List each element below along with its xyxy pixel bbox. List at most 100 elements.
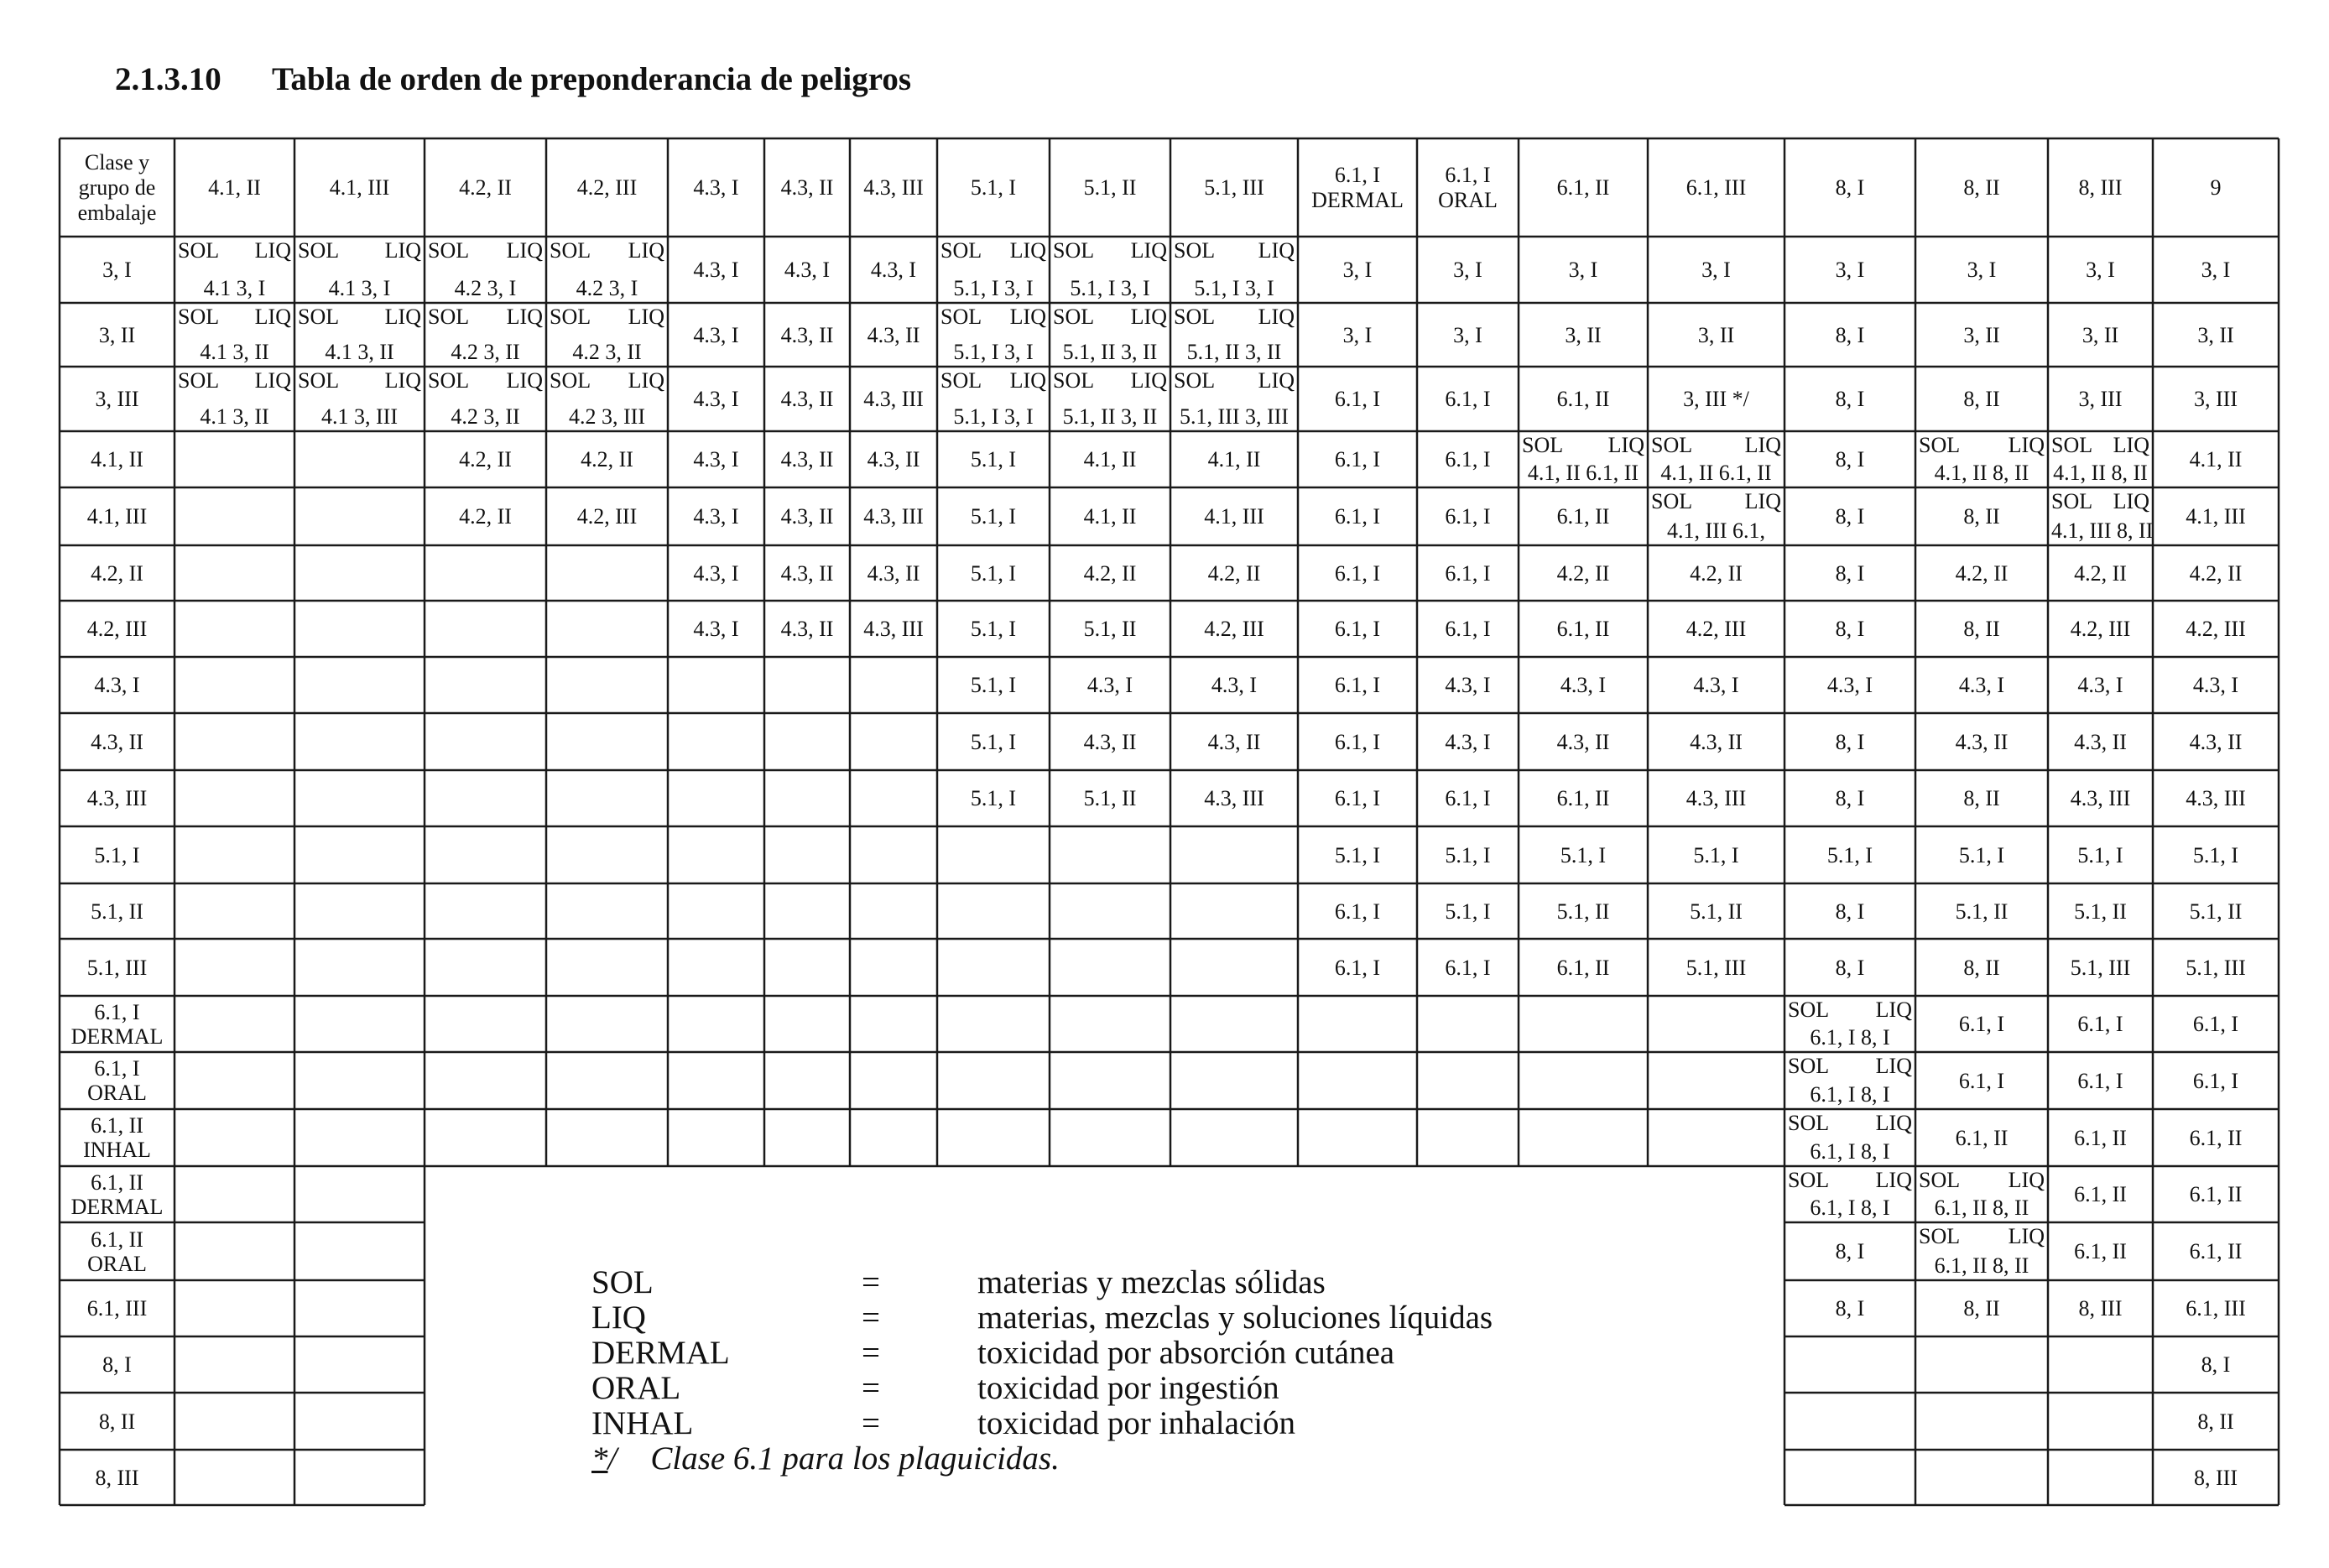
cell-text-line: 3, II <box>1565 322 1602 347</box>
table-cell <box>1648 1109 1785 1166</box>
sol-label: SOL <box>298 238 340 263</box>
row-header: 6.1, III <box>60 1280 175 1336</box>
table-cell: 4.3, I <box>1050 657 1170 713</box>
table-cell: 4.3, I <box>668 367 764 431</box>
cell-text-line: 4.3, I <box>693 175 739 200</box>
split-entry: SOL LIQ 5.1, I 3, I <box>1050 239 1170 300</box>
cell-text-line: Clase y <box>84 149 150 175</box>
liq-label: LIQ <box>628 305 664 329</box>
cell-text-line: 4.2, III <box>2070 617 2131 641</box>
table-cell: 4.2, III <box>2048 601 2153 657</box>
liq-label: LIQ <box>1009 238 1046 263</box>
cell-text-line: 5.1, I <box>1958 842 2005 867</box>
cell-text-line: 4.3, III <box>1204 786 1264 810</box>
cell-text-line: 6.1, I <box>1445 560 1491 586</box>
split-values: 4.1, III 6.1, <box>1667 518 1765 543</box>
liq-label: LIQ <box>2008 1224 2045 1248</box>
cell-text-line: 8, I <box>1835 1296 1865 1321</box>
table-cell <box>1050 1109 1170 1166</box>
sol-label: SOL <box>1788 998 1830 1022</box>
table-cell: 4.2, II <box>2048 545 2153 601</box>
cell-text-line: 4.3, III <box>863 504 924 529</box>
split-values: 6.1, II 8, II <box>1934 1253 2029 1278</box>
cell-text-line: 4.3, I <box>693 617 739 641</box>
table-cell: SOL LIQ 4.1, II 8, II <box>1915 431 2048 487</box>
table-cell <box>425 1109 546 1166</box>
table-cell: 6.1, II <box>2048 1222 2153 1280</box>
table-cell: 4.3, I <box>1785 657 1915 713</box>
split-entry: SOL LIQ 5.1, II 3, II <box>1050 305 1170 364</box>
cell-text-line: 5.1, I <box>1560 842 1607 867</box>
row-header: 4.2, III <box>60 601 175 657</box>
sol-label: SOL <box>550 238 591 263</box>
legend-desc: toxicidad por absorción cutánea <box>977 1335 1395 1371</box>
legend-desc: materias y mezclas sólidas <box>977 1264 1326 1300</box>
cell-text-line: 4.2, II <box>1690 560 1743 586</box>
table-cell: 4.3, III <box>2153 770 2279 826</box>
table-cell <box>425 601 546 657</box>
table-cell: 8, II <box>1915 1280 2048 1336</box>
cell-text-line: 4.2, III <box>1204 617 1264 641</box>
cell-text-line: 3, I <box>1967 258 1997 282</box>
footnote-text: Clase 6.1 para los plaguicidas. <box>650 1440 1060 1477</box>
table-cell: 3, III <box>2048 367 2153 431</box>
cell-text-line: 4.3, II <box>867 322 920 347</box>
table-cell: 4.1, II <box>2153 431 2279 487</box>
legend-desc: toxicidad por inhalación <box>977 1405 1296 1441</box>
cell-text-line: 4.3, I <box>784 258 831 282</box>
table-cell <box>1648 1052 1785 1109</box>
table-cell: 6.1, I <box>1298 367 1417 431</box>
table-cell: SOL LIQ 4.1 3, II <box>175 367 294 431</box>
table-cell: 5.1, III <box>2048 939 2153 996</box>
table-cell <box>937 939 1050 996</box>
table-cell <box>937 883 1050 939</box>
table-cell: 6.1, I <box>1298 883 1417 939</box>
split-entry: SOL LIQ 4.1 3, III <box>294 369 425 429</box>
cell-text-line: 5.1, I <box>2192 842 2239 867</box>
cell-text-line: 4.3, II <box>2074 729 2127 754</box>
table-cell <box>850 996 937 1052</box>
table-cell <box>175 601 294 657</box>
table-cell: 4.3, I <box>2048 657 2153 713</box>
table-cell: 6.1, I <box>1417 601 1519 657</box>
table-cell: 4.3, I <box>1648 657 1785 713</box>
cell-text-line: 6.1, I <box>1334 729 1381 754</box>
liq-label: LIQ <box>1130 368 1167 393</box>
split-entry: SOL LIQ 4.2 3, II <box>546 305 668 364</box>
table-cell: 4.3, I <box>764 237 850 303</box>
cell-text-line: 6.1, II <box>1556 387 1610 411</box>
cell-text-line: 8, II <box>1963 955 2000 980</box>
sol-label: SOL <box>178 238 220 263</box>
table-cell <box>764 826 850 883</box>
table-cell <box>425 883 546 939</box>
table-cell: 5.1, I <box>937 431 1050 487</box>
table-cell: 6.1, I <box>2153 1052 2279 1109</box>
legend-desc: toxicidad por ingestión <box>977 1370 1279 1406</box>
sol-label: SOL <box>940 368 982 393</box>
cell-text-line: 5.1, III <box>1686 955 1747 980</box>
table-cell: 4.1, III <box>2153 487 2279 545</box>
split-entry: SOL LIQ 4.2 3, II <box>425 305 546 364</box>
cell-text-line: 5.1, II <box>1690 899 1743 924</box>
cell-text-line: 4.3, III <box>1686 786 1747 810</box>
table-cell: 4.3, I <box>668 601 764 657</box>
table-cell <box>175 996 294 1052</box>
cell-text-line: 5.1, III <box>1204 175 1264 200</box>
footnote-mark: * <box>591 1440 608 1477</box>
table-cell: 8, I <box>1785 939 1915 996</box>
table-cell: 3, I <box>1648 237 1785 303</box>
table-cell: 5.1, II <box>1648 883 1785 939</box>
table-cell: 8, I <box>1785 883 1915 939</box>
cell-text-line: 4.3, II <box>780 447 834 471</box>
cell-text-line: 4.2, II <box>1083 560 1137 586</box>
table-cell: 4.3, III <box>850 601 937 657</box>
table-cell: 8, I <box>1785 770 1915 826</box>
cell-text-line: 8, III <box>2078 175 2123 200</box>
liq-label: LIQ <box>2113 433 2149 457</box>
split-entry: SOL LIQ 4.1, III 6.1, <box>1648 490 1785 543</box>
liq-label: LIQ <box>1258 368 1295 393</box>
liq-label: LIQ <box>1744 489 1781 513</box>
cell-text-line: 4.3, II <box>1690 729 1743 754</box>
cell-text-line: 4.3, I <box>1826 673 1873 697</box>
